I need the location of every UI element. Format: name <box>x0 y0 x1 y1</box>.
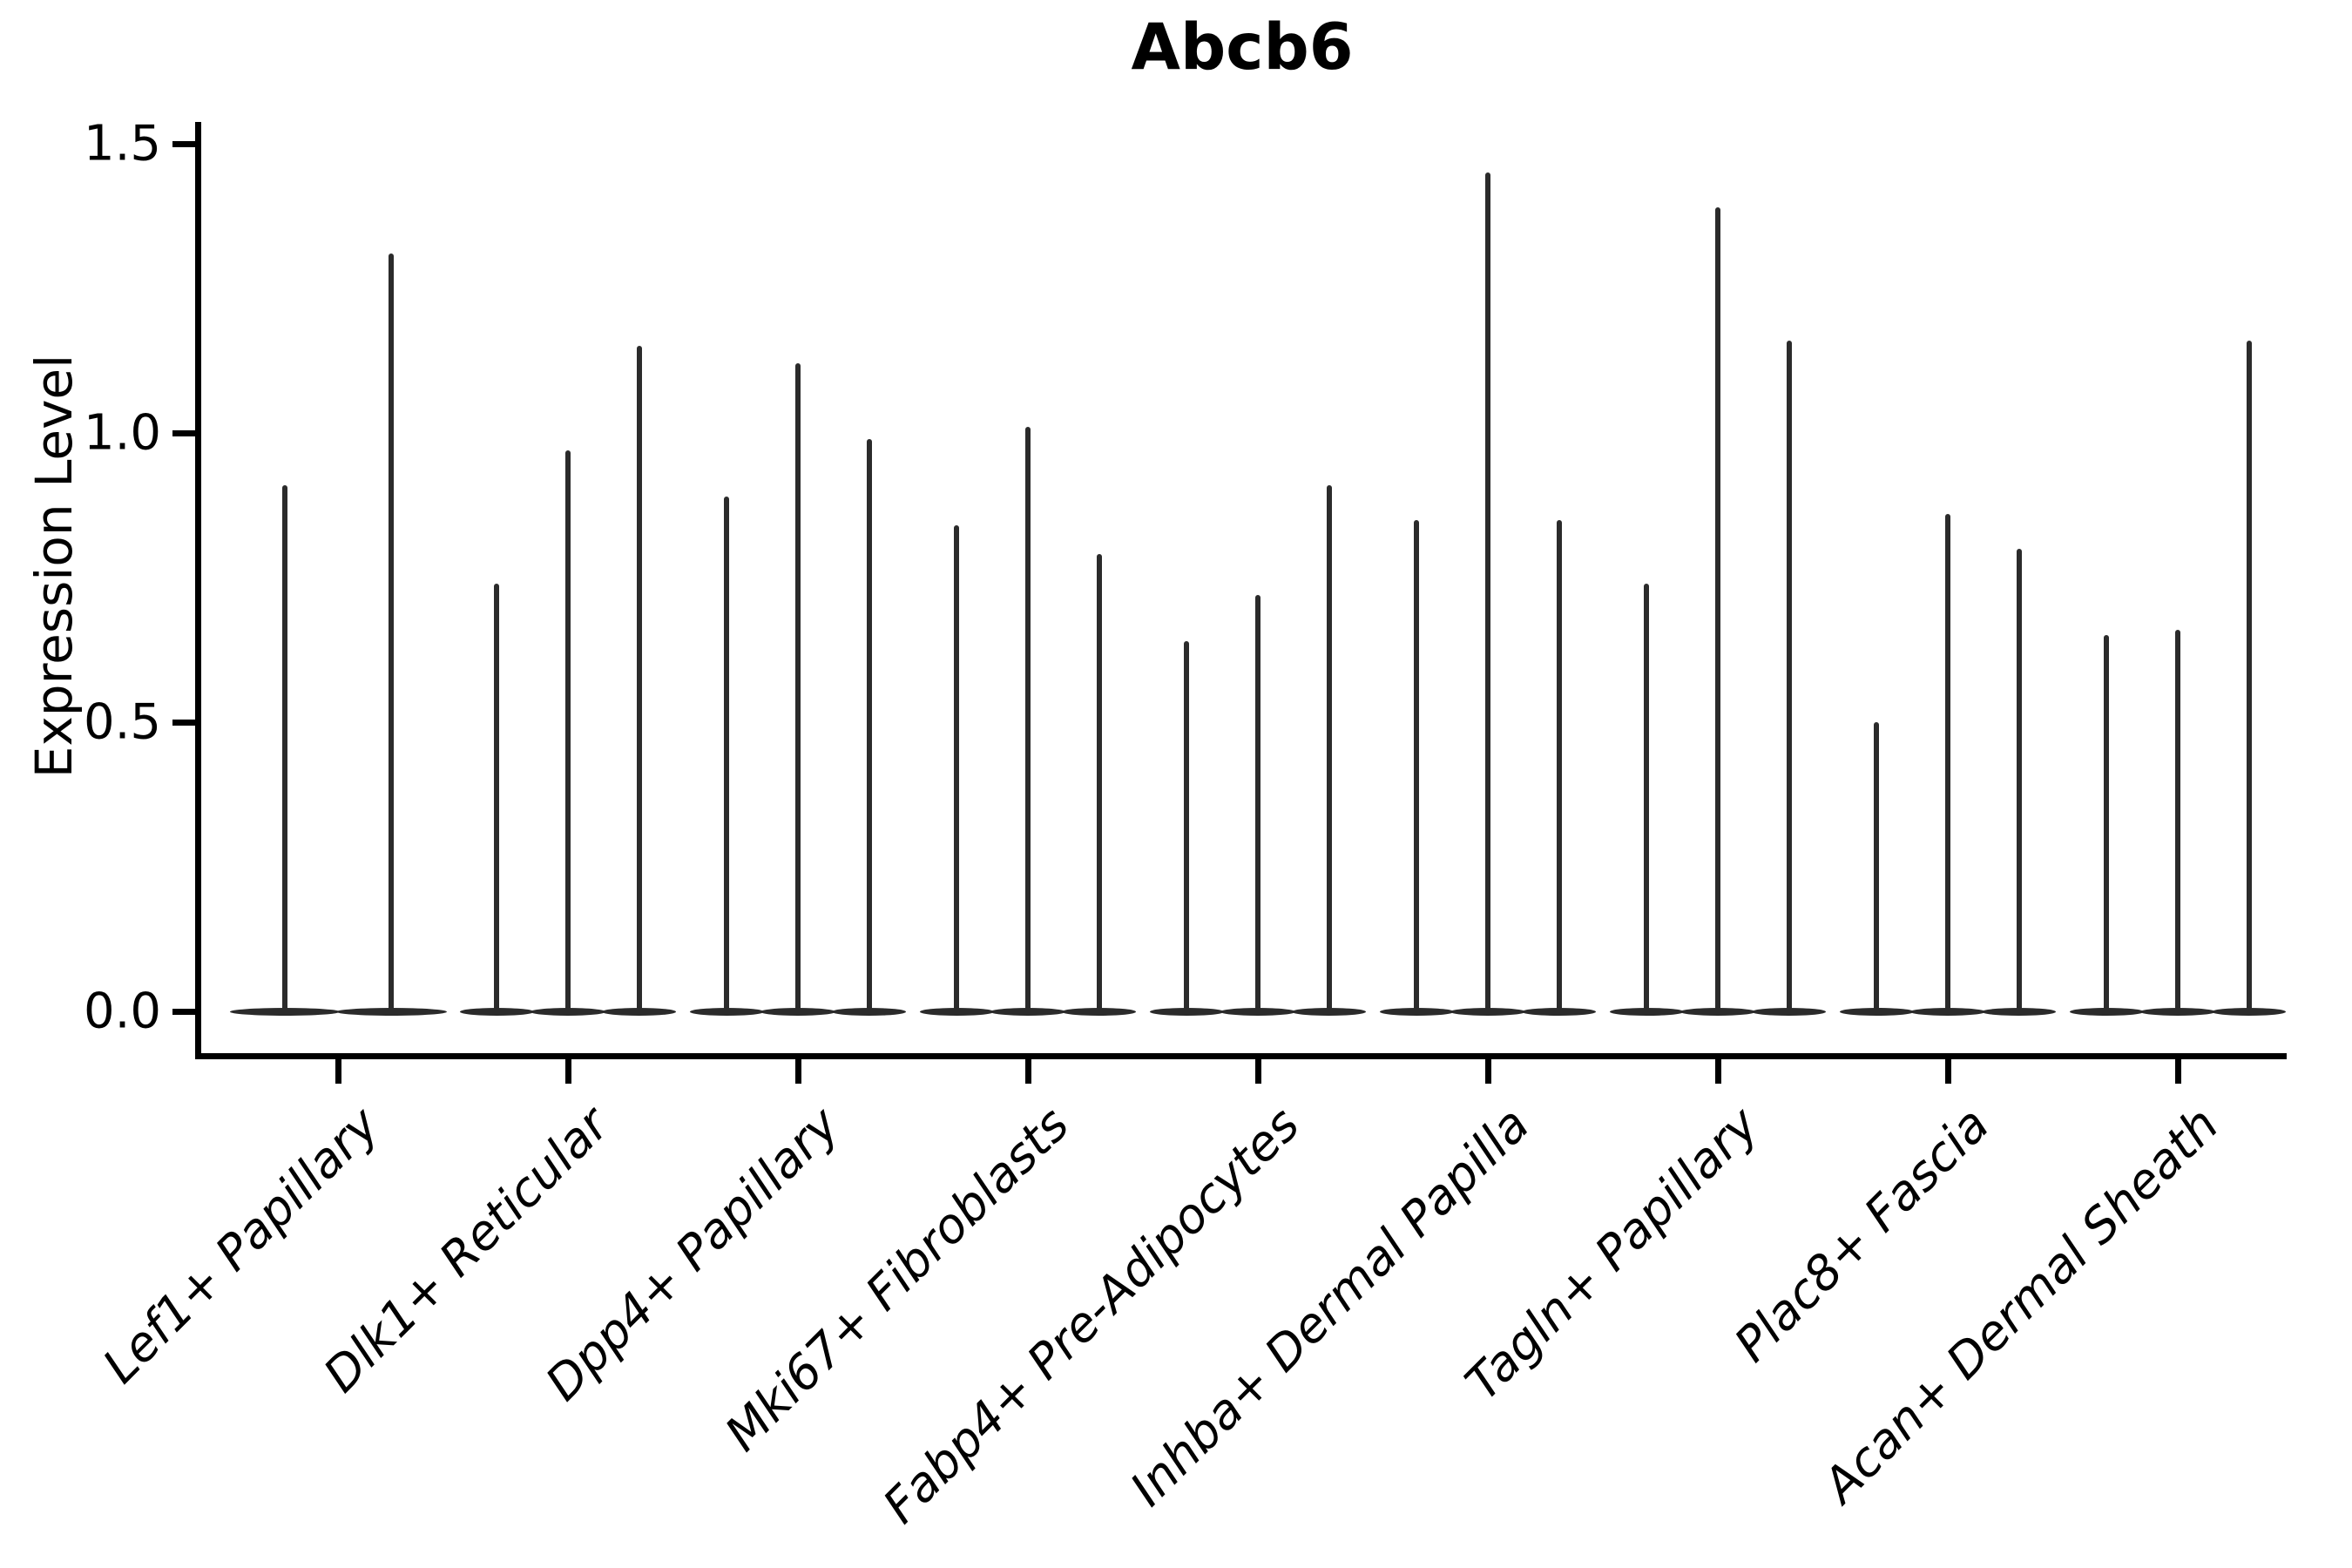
violin-base <box>336 1007 447 1016</box>
x-tick <box>1254 1058 1261 1084</box>
x-tick <box>564 1058 571 1084</box>
violin-base <box>2069 1007 2145 1016</box>
y-tick-label: 0.5 <box>83 693 161 751</box>
violin-base <box>1981 1007 2057 1016</box>
violin-base <box>919 1007 995 1016</box>
violin-spike <box>1414 519 1420 1011</box>
violin-spike <box>1715 207 1720 1011</box>
x-tick <box>1944 1058 1951 1084</box>
x-tick-label: Fabp4+ Pre-Adipocytes <box>871 1096 1310 1534</box>
violin-base <box>1220 1007 1295 1016</box>
x-tick <box>794 1058 801 1084</box>
violin-spike <box>1025 427 1031 1011</box>
y-tick <box>172 719 195 726</box>
violin-spike <box>494 583 500 1011</box>
x-tick <box>1024 1058 1031 1084</box>
y-tick-label: 0.0 <box>83 983 161 1040</box>
violin-spike <box>389 253 395 1011</box>
violin-base <box>1291 1007 1367 1016</box>
y-axis-spine <box>194 122 201 1059</box>
violin-base <box>760 1007 835 1016</box>
violin-spike <box>1096 554 1102 1011</box>
violin-spike <box>281 484 287 1011</box>
y-tick <box>172 1008 195 1015</box>
violin-base <box>459 1007 535 1016</box>
violin-base <box>1379 1007 1455 1016</box>
chart-title: Abcb6 <box>1131 10 1354 84</box>
violin-base <box>601 1007 677 1016</box>
violin-spike <box>1255 594 1260 1011</box>
x-tick <box>1484 1058 1491 1084</box>
y-tick-label: 1.0 <box>83 404 161 462</box>
violin-base <box>2140 1007 2215 1016</box>
violin-spike <box>724 497 730 1011</box>
violin-spike <box>866 438 872 1011</box>
violin-base <box>1450 1007 1525 1016</box>
x-tick <box>2174 1058 2181 1084</box>
violin-spike <box>1326 484 1332 1011</box>
violin-spike <box>1644 583 1650 1011</box>
violin-base <box>1680 1007 1755 1016</box>
violin-spike <box>1874 722 1880 1011</box>
violin-base <box>2211 1007 2287 1016</box>
violin-spike <box>954 525 960 1011</box>
violin-spike <box>2104 635 2110 1011</box>
violin-spike <box>1786 340 1792 1011</box>
violin-spike <box>2175 629 2180 1011</box>
violin-spike <box>2246 340 2252 1011</box>
violin-base <box>689 1007 765 1016</box>
violin-base <box>1061 1007 1137 1016</box>
x-tick-label: Inhba+ Dermal Papilla <box>1119 1096 1540 1517</box>
violin-spike <box>795 363 801 1011</box>
violin-base <box>1839 1007 1915 1016</box>
violin-base <box>1609 1007 1685 1016</box>
violin-spike <box>1556 519 1562 1011</box>
x-axis-spine <box>194 1052 2287 1059</box>
x-tick-label: Acan+ Dermal Sheath <box>1812 1096 2230 1513</box>
violin-spike <box>1945 513 1950 1011</box>
y-tick <box>172 429 195 436</box>
x-tick <box>335 1058 341 1084</box>
violin-base <box>1149 1007 1225 1016</box>
violin-spike <box>1184 641 1190 1011</box>
y-tick-label: 1.5 <box>83 115 161 172</box>
violin-base <box>990 1007 1065 1016</box>
violin-spike <box>565 449 571 1011</box>
violin-base <box>831 1007 907 1016</box>
violin-base <box>1521 1007 1597 1016</box>
violin-spike <box>636 346 642 1011</box>
violin-base <box>1910 1007 1985 1016</box>
violin-spike <box>2016 548 2022 1011</box>
violin-base <box>1751 1007 1827 1016</box>
x-tick <box>1714 1058 1721 1084</box>
violin-base <box>531 1007 605 1016</box>
violin-spike <box>1485 172 1490 1011</box>
y-tick <box>172 140 195 147</box>
violin-base <box>229 1007 340 1016</box>
